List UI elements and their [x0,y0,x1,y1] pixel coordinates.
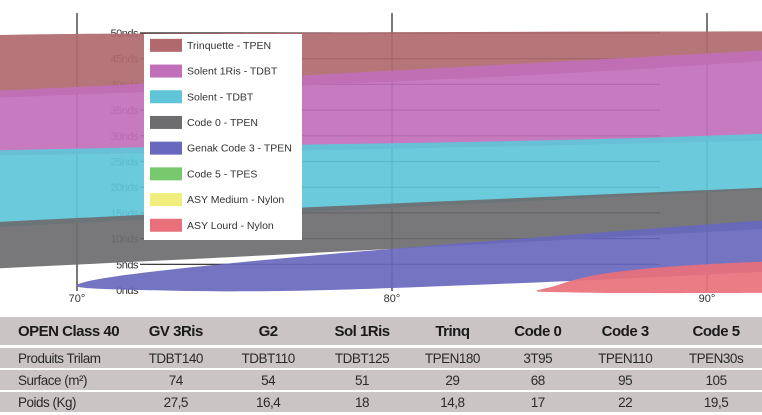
legend-label: Trinquette - TPEN [187,40,271,52]
column-header: GV 3Ris [148,322,204,340]
x-tick-label: 90° [699,293,716,305]
legend-swatch [150,115,182,129]
column-header: Code 3 [601,322,650,340]
table-cell: 19,5 [703,394,729,410]
table-header: OPEN Class 40 GV 3Ris G2 Sol 1Ris Trinq Code … [0,317,762,345]
table-cell: 29 [445,372,460,388]
legend: Trinquette - TPEN Solent 1Ris - TDBT Solen… [144,34,302,240]
table-row: Surface (m²) 74 54 51 29 68 95 105 [0,370,762,390]
table-cell: 51 [355,372,370,388]
table-cell: TPEN110 [598,350,653,366]
legend-swatch [150,64,182,78]
row-label: Poids (Kg) [18,394,77,410]
legend-swatch [150,193,182,207]
x-tick-label: 80° [384,293,401,305]
table-cell: 16,4 [256,394,281,410]
area-code-0-tpen [0,187,762,269]
table-row: Produits Trilam TDBT140 TDBT110 TDBT125 TPEN… [0,348,762,368]
x-tick-label: 70° [69,293,86,305]
area-asy-lourd-nylon [536,261,762,294]
table-cell: TPEN30s [688,350,744,366]
table-cell: TDBT125 [334,350,390,366]
table-cell: 17 [530,394,546,410]
legend-swatch [150,167,182,181]
row-label: Surface (m²) [18,372,88,388]
column-header: Code 0 [514,322,562,340]
table-cell: 3T95 [523,350,553,366]
legend-label: Solent - TDBT [187,91,254,103]
table-title: OPEN Class 40 [18,322,120,340]
sail-table: OPEN Class 40 GV 3Ris G2 Sol 1Ris Trinq Code … [0,317,762,414]
table-cell: 27,5 [163,394,189,410]
table-cell: 95 [618,372,633,388]
legend-label: Code 5 - TPES [187,168,257,180]
table-row: Poids (Kg) 27,5 16,4 18 14,8 17 22 19,5 [0,392,762,412]
legend-label: Code 0 - TPEN [187,117,258,129]
legend-swatch [150,90,182,104]
row-label: Produits Trilam [18,350,101,366]
table-cell: 18 [355,394,370,410]
table-cell: TDBT140 [148,350,204,366]
table-cell: 54 [261,372,276,388]
table-cell: 74 [168,372,184,388]
legend-label: Solent 1Ris - TDBT [187,66,278,78]
table-cell: 22 [618,394,633,410]
legend-label: ASY Medium - Nylon [187,194,284,206]
legend-label: Genak Code 3 - TPEN [187,143,292,155]
table-cell: 105 [705,372,728,388]
legend-label: ASY Lourd - Nylon [187,220,274,232]
table-cell: 68 [530,372,546,388]
legend-swatch [150,218,182,232]
legend-swatch [150,38,182,52]
table-cell: 14,8 [440,394,465,410]
table-cell: TDBT110 [241,350,296,366]
column-header: G2 [258,322,279,340]
column-header: Sol 1Ris [334,322,390,340]
table-cell: TPEN180 [424,350,481,366]
area-genak-code-3-tpen [76,220,762,292]
sail-chart: 0nds5nds10nds15nds20nds25nds30nds35nds40… [0,13,762,305]
column-header: Trinq [435,322,470,340]
column-header: Code 5 [692,322,741,340]
legend-swatch [150,141,182,155]
